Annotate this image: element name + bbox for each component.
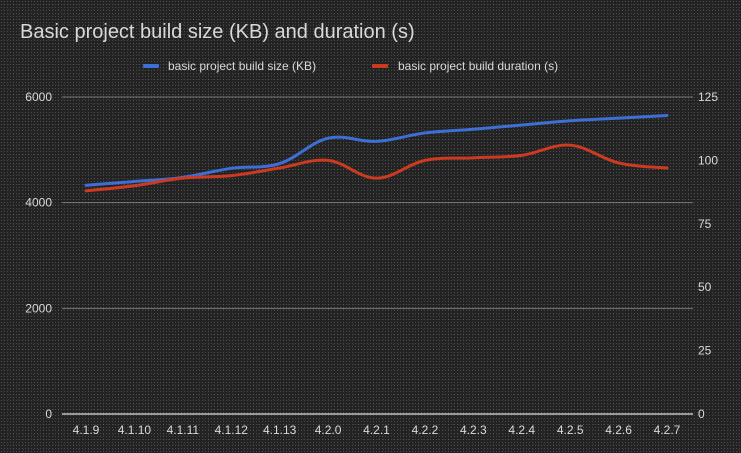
- x-axis-tick-label: 4.2.7: [654, 423, 681, 437]
- left-axis-tick-label: 4000: [25, 196, 52, 210]
- x-axis-tick-label: 4.2.2: [412, 423, 439, 437]
- gridlines: [62, 96, 693, 415]
- x-axis-tick-label: 4.1.9: [73, 423, 100, 437]
- legend-swatch-size: [143, 64, 159, 68]
- left-axis-tick-label: 2000: [25, 301, 52, 315]
- x-axis-tick-label: 4.1.12: [215, 423, 249, 437]
- legend: basic project build size (KB) basic proj…: [143, 59, 558, 73]
- left-axis-ticks: 0 2000 4000 6000: [25, 90, 52, 421]
- x-axis-tick-label: 4.2.3: [460, 423, 487, 437]
- right-axis-tick-label: 125: [698, 90, 718, 104]
- legend-label-duration: basic project build duration (s): [398, 59, 558, 73]
- x-axis-tick-label: 4.2.0: [315, 423, 342, 437]
- right-axis-tick-label: 50: [698, 280, 712, 294]
- x-axis-tick-label: 4.1.10: [118, 423, 152, 437]
- right-axis-tick-label: 100: [698, 153, 718, 167]
- x-axis-tick-label: 4.2.4: [508, 423, 535, 437]
- x-axis-tick-label: 4.2.1: [363, 423, 390, 437]
- legend-swatch-duration: [372, 64, 388, 68]
- x-axis-tick-label: 4.1.13: [263, 423, 297, 437]
- series-lines: [84, 113, 669, 193]
- right-axis-ticks: 0 25 50 75 100 125: [698, 90, 718, 421]
- right-axis-tick-label: 75: [698, 217, 712, 231]
- series-line-build-duration: [84, 143, 669, 193]
- legend-label-size: basic project build size (KB): [168, 59, 316, 73]
- right-axis-tick-label: 0: [698, 407, 705, 421]
- x-axis-tick-label: 4.2.5: [557, 423, 584, 437]
- left-axis-tick-label: 0: [45, 407, 52, 421]
- right-axis-tick-label: 25: [698, 344, 712, 358]
- series-line-build-size: [84, 113, 669, 187]
- left-axis-tick-label: 6000: [25, 90, 52, 104]
- x-axis-ticks: 4.1.9 4.1.10 4.1.11 4.1.12 4.1.13 4.2.0 4.2.1 4…: [73, 423, 681, 437]
- x-axis-tick-label: 4.1.11: [167, 423, 200, 437]
- chart-title: Basic project build size (KB) and durati…: [20, 21, 415, 43]
- x-axis-tick-label: 4.2.6: [605, 423, 632, 437]
